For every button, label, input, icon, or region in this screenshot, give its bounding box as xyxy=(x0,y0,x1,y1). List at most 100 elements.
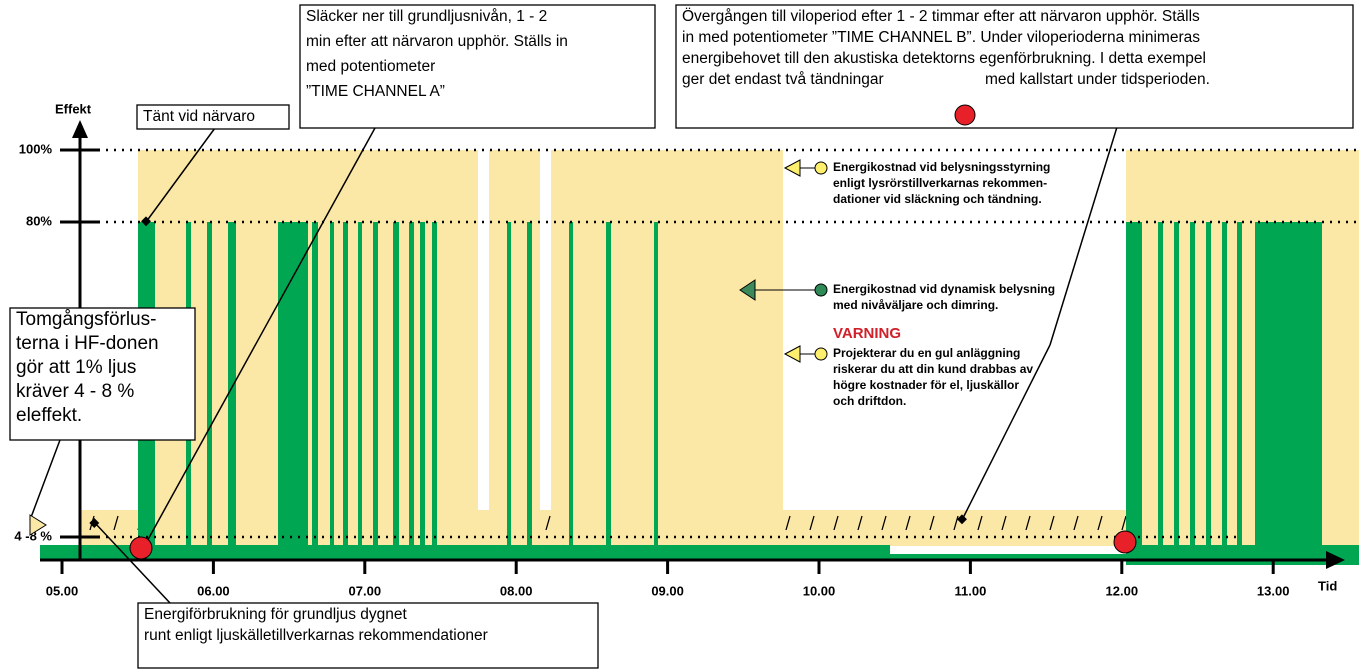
green-bar xyxy=(207,222,212,548)
callout-text: Släcker ner till grundljusnivån, 1 - 2 xyxy=(306,8,547,25)
y-tick-label: 100% xyxy=(19,141,53,156)
dash xyxy=(977,515,983,531)
marker xyxy=(141,216,151,227)
dash xyxy=(785,515,791,531)
green-bar xyxy=(1190,222,1195,548)
leader xyxy=(1049,126,1118,346)
green-base xyxy=(890,554,1126,560)
callout-box xyxy=(136,104,290,130)
green-bar xyxy=(606,222,611,548)
green-bar xyxy=(569,222,573,548)
leader xyxy=(145,127,216,223)
marker xyxy=(29,514,47,536)
legend-dot xyxy=(814,283,828,297)
callout-text: terna i HF-donen xyxy=(16,333,159,354)
green-base xyxy=(40,545,890,559)
y-label: Effekt xyxy=(55,101,92,116)
marker xyxy=(957,514,967,525)
leader xyxy=(961,344,1051,521)
callout-text: Övergången till viloperiod efter 1 - 2 t… xyxy=(682,7,1200,25)
x-tick-label: 09.00 xyxy=(651,583,684,598)
marker xyxy=(89,518,100,528)
green-bar xyxy=(527,222,532,548)
x-tick-label: 12.00 xyxy=(1106,583,1139,598)
green-bar xyxy=(1222,222,1227,548)
legend-text: enligt lysrörstillverkarnas rekommen- xyxy=(833,176,1047,190)
legend-dot xyxy=(814,347,828,361)
callout-text: runt enligt ljuskälletillverkarnas rekom… xyxy=(144,627,488,644)
dash xyxy=(857,515,863,531)
dash xyxy=(1121,515,1127,531)
green-bar xyxy=(1158,222,1163,548)
callout-text: med potentiometer xyxy=(306,58,435,75)
cold-start xyxy=(1113,530,1137,554)
dash xyxy=(1025,515,1031,531)
leader xyxy=(144,127,376,546)
callout-box xyxy=(299,4,656,129)
legend-text: dationer vid släckning och tändning. xyxy=(833,192,1042,206)
dash xyxy=(113,515,119,531)
callout-text: gör att 1% ljus xyxy=(16,357,136,378)
callout-text: med kallstart under tidsperioden. xyxy=(985,71,1210,88)
dash xyxy=(1097,515,1103,531)
green-bar xyxy=(1255,222,1322,548)
x-tick-label: 07.00 xyxy=(349,583,382,598)
x-arrow xyxy=(1326,551,1345,569)
y-tick-label: 4 -8 % xyxy=(14,528,52,543)
green-bar xyxy=(1206,222,1211,548)
green-bar xyxy=(393,222,399,548)
leader xyxy=(29,439,61,521)
callout-text: Tomgångsförlus- xyxy=(16,309,156,330)
x-tick-label: 08.00 xyxy=(500,583,533,598)
green-bar xyxy=(1174,222,1179,548)
warning-text: riskerar du att din kund drabbas av xyxy=(833,362,1033,376)
green-bar xyxy=(228,222,236,548)
green-bar xyxy=(358,222,362,548)
x-tick-label: 10.00 xyxy=(803,583,836,598)
green-bar xyxy=(373,222,378,548)
callout-text: Tänt vid närvaro xyxy=(143,108,255,125)
green-base xyxy=(1126,545,1359,565)
green-bar xyxy=(507,222,511,548)
dash xyxy=(545,515,551,531)
dash xyxy=(1073,515,1079,531)
callout-text: ”TIME CHANNEL A” xyxy=(306,83,445,100)
dash xyxy=(953,515,959,531)
dash xyxy=(833,515,839,531)
legend-arrow xyxy=(783,159,801,177)
y-arrow xyxy=(72,120,88,138)
callout-text: min efter att närvaron upphör. Ställs in xyxy=(306,33,568,50)
cold-start xyxy=(129,536,153,560)
green-bar xyxy=(1126,222,1142,548)
green-bar xyxy=(312,222,318,548)
green-bar xyxy=(432,222,437,548)
x-tick-label: 06.00 xyxy=(197,583,230,598)
legend-dot xyxy=(814,161,828,175)
callout-text: Energiförbrukning för grundljus dygnet xyxy=(144,606,407,623)
legend-arrow xyxy=(783,345,801,363)
callout-box xyxy=(9,307,196,441)
dash xyxy=(809,515,815,531)
warning-text: högre kostnader för el, ljuskällor xyxy=(833,378,1019,392)
warning-text: och driftdon. xyxy=(833,394,906,408)
warning-text: Projekterar du en gul anläggning xyxy=(833,346,1020,360)
legend-text: Energikostnad vid dynamisk belysning xyxy=(833,282,1055,296)
x-label: Tid xyxy=(1318,578,1337,593)
green-bar xyxy=(278,222,308,548)
dash xyxy=(929,515,935,531)
callout-box xyxy=(137,602,599,669)
dash xyxy=(905,515,911,531)
green-bar xyxy=(409,222,414,548)
yellow-block xyxy=(733,150,783,546)
legend-text: med nivåväljare och dimring. xyxy=(833,298,998,312)
green-bar xyxy=(1237,222,1242,548)
y-tick-label: 80% xyxy=(26,213,52,228)
callout-text: ger det endast två tändningar xyxy=(682,71,884,88)
callout-box xyxy=(675,4,1354,129)
green-bar xyxy=(343,222,348,548)
green-bar xyxy=(420,222,425,548)
callout-text: kräver 4 - 8 % xyxy=(16,381,134,402)
green-bar xyxy=(330,222,334,548)
x-tick-label: 05.00 xyxy=(46,583,79,598)
